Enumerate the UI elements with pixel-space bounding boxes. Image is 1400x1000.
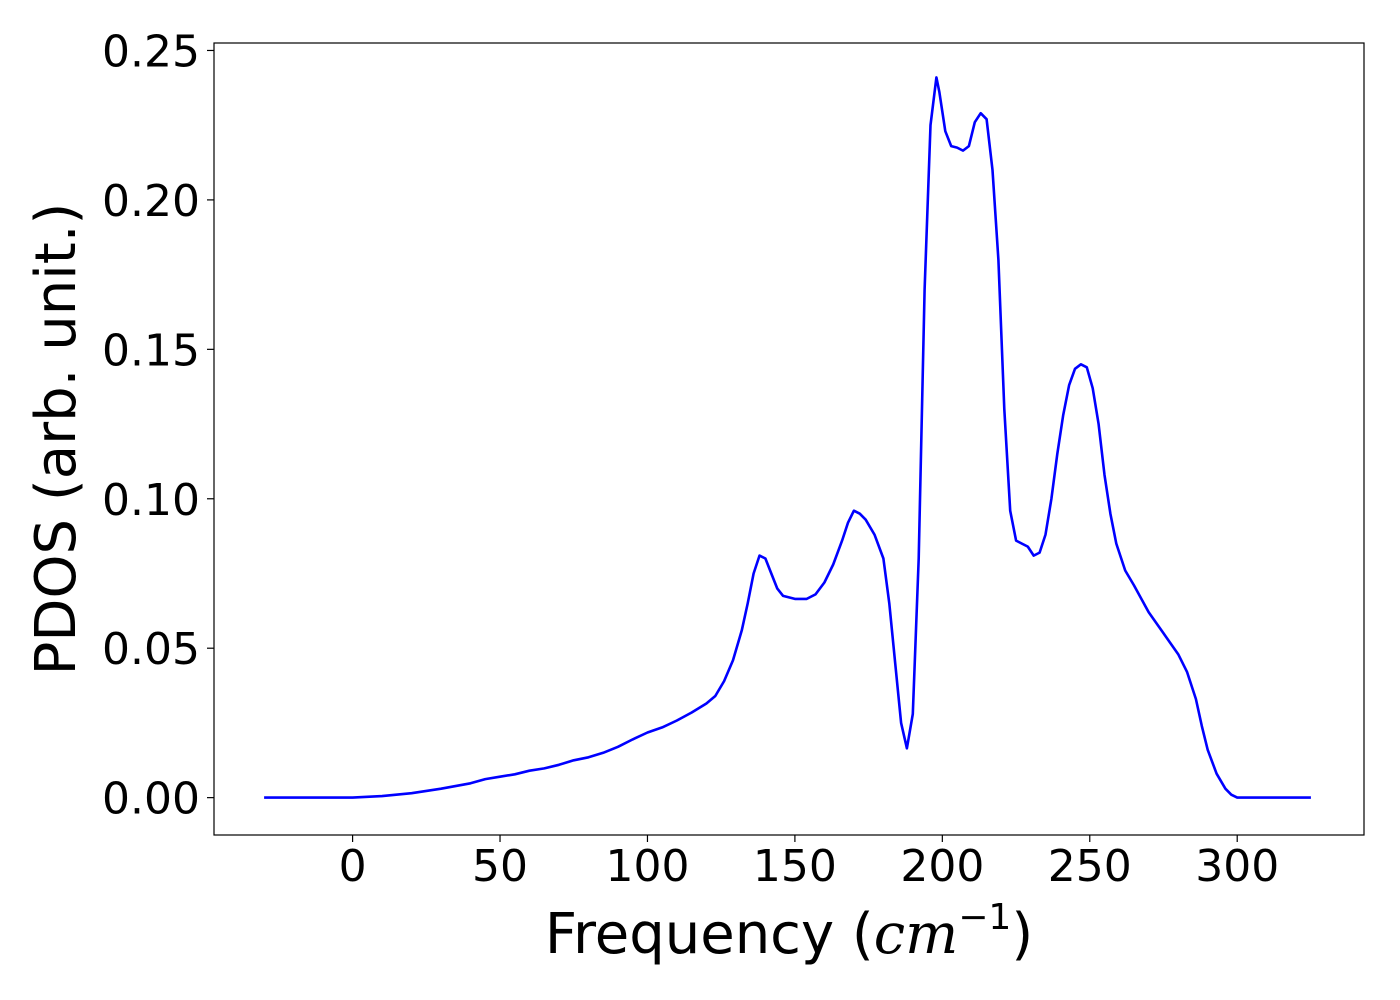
y-tick-label: 0.05 bbox=[102, 624, 200, 675]
y-tick-label: 0.20 bbox=[102, 176, 200, 227]
y-axis-ticks: 0.00 0.05 0.10 0.15 0.20 0.25 bbox=[102, 26, 214, 825]
x-tick-label: 0 bbox=[339, 841, 367, 892]
x-tick-label: 200 bbox=[900, 841, 984, 892]
x-tick-label: 50 bbox=[472, 841, 528, 892]
x-axis-title-var: cm bbox=[874, 902, 958, 967]
y-tick-label: 0.10 bbox=[102, 475, 200, 526]
y-tick-label: 0.00 bbox=[102, 774, 200, 825]
y-axis-title: PDOS (arb. unit.) bbox=[24, 203, 89, 676]
x-axis-title-suffix: ) bbox=[1011, 902, 1033, 967]
y-tick-label: 0.15 bbox=[102, 325, 200, 376]
pdos-series-line bbox=[264, 76, 1311, 799]
x-tick-label: 250 bbox=[1048, 841, 1132, 892]
x-axis-ticks: 0 50 100 150 200 250 300 bbox=[339, 835, 1279, 892]
x-tick-label: 100 bbox=[605, 841, 689, 892]
x-tick-label: 300 bbox=[1195, 841, 1279, 892]
x-axis-title: Frequency (cm−1) bbox=[545, 897, 1033, 967]
x-axis-title-sup: −1 bbox=[958, 897, 1011, 938]
y-tick-label: 0.25 bbox=[102, 26, 200, 77]
x-axis-title-prefix: Frequency ( bbox=[545, 902, 874, 967]
x-tick-label: 150 bbox=[753, 841, 837, 892]
plot-frame bbox=[213, 42, 1365, 836]
